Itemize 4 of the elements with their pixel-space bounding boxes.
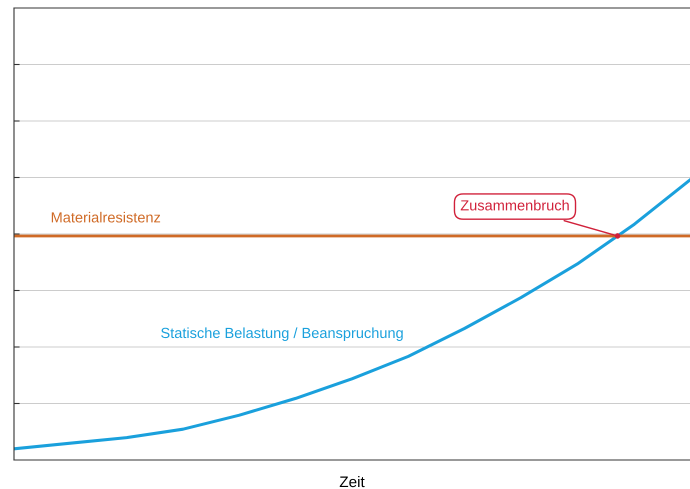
ref-line-label: Materialresistenz [52,212,160,223]
x-axis-title: Zeit [340,476,365,488]
series-label: Statische Belastung / Beanspruchung [161,327,403,341]
annotation: Zusammenbruch [460,200,569,210]
